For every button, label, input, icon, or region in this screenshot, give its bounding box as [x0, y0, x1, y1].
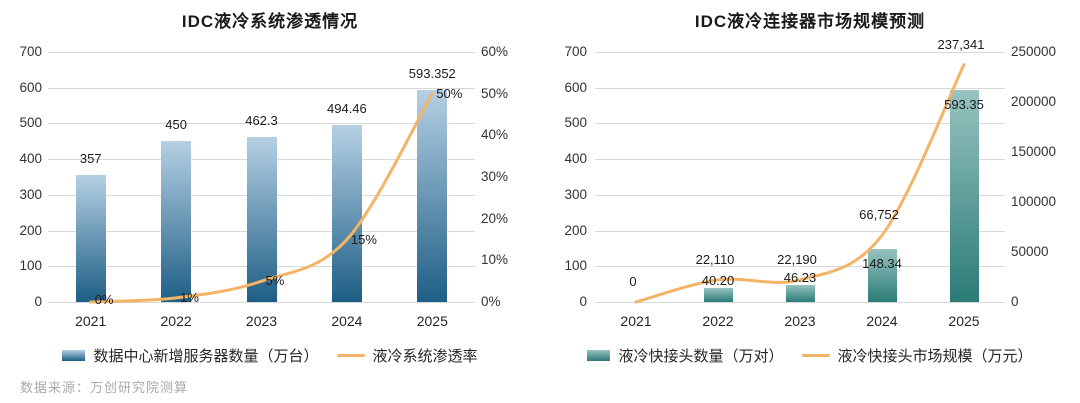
primary-axis-tick-label: 500 [564, 115, 587, 131]
source-note: 数据来源：万创研究院测算 [20, 380, 189, 395]
chart-title: IDC液冷系统渗透情况 [181, 12, 359, 31]
bar-value-label: 593.35 [944, 97, 984, 113]
primary-axis-tick-label: 100 [564, 258, 587, 274]
secondary-axis-tick-label: 150000 [1011, 144, 1057, 159]
gridline [595, 230, 1005, 232]
primary-axis-tick-label: 400 [19, 151, 42, 167]
legend-bar-swatch [587, 349, 611, 361]
x-axis-label-2023: 2023 [784, 313, 816, 329]
secondary-axis-tick-label: 0% [481, 294, 501, 309]
secondary-axis-tick-label: 0 [1011, 294, 1019, 309]
secondary-axis-tick-label: 20% [481, 210, 509, 226]
secondary-axis-tick-label: 200000 [1011, 94, 1057, 109]
primary-axis-tick-label: 600 [19, 79, 42, 95]
bar-value-label: 450 [165, 117, 187, 133]
trend-line-layer [634, 63, 966, 304]
x-axis-label-2021: 2021 [620, 313, 652, 329]
legend: 液冷快接头数量（万对） 液冷快接头市场规模（万元） [540, 345, 1080, 365]
line-value-label: 5% [265, 273, 285, 289]
gridline [595, 194, 1005, 196]
bar-value-label: 494.46 [327, 101, 367, 117]
legend-bar-swatch [62, 349, 86, 361]
legend-bar-series-label: 液冷快接头数量（万对） [618, 347, 784, 365]
primary-axis-tick-label: 200 [564, 222, 587, 238]
primary-axis-tick-label: 300 [19, 186, 42, 202]
line-value-label: 22,190 [777, 251, 817, 267]
chart-panel-penetration: IDC液冷系统渗透情况 数据中心新增服务器数量（万台） 液冷系统渗透率 700 6… [0, 12, 540, 365]
gridline [48, 87, 475, 89]
bar-2021 [75, 174, 106, 302]
bar-2023 [785, 285, 815, 302]
x-axis-label-2024: 2024 [331, 313, 363, 329]
secondary-axis-tick-label: 40% [481, 127, 509, 143]
secondary-axis-tick-label: 50000 [1011, 244, 1049, 259]
chart-panel-market-forecast: IDC液冷连接器市场规模预测 液冷快接头数量（万对） 液冷快接头市场规模（万元）… [540, 0, 1080, 403]
legend-line-series-label: 液冷系统渗透率 [372, 347, 478, 365]
primary-axis-tick-label: 600 [564, 79, 587, 95]
primary-axis-tick-label: 500 [19, 115, 42, 131]
line-value-label: 237,341 [937, 36, 985, 52]
legend-line-swatch [336, 353, 365, 357]
primary-axis-tick-label: 300 [564, 186, 587, 202]
secondary-axis-tick-label: 60% [481, 44, 509, 59]
primary-axis-tick-label: 100 [19, 258, 42, 274]
line-value-label: 0 [629, 274, 637, 289]
gridline [595, 159, 1005, 161]
primary-axis-tick-label: 700 [19, 44, 42, 59]
bar-value-label: 148.34 [862, 256, 902, 272]
primary-axis-tick-label: 0 [34, 294, 42, 309]
primary-axis-tick-label: 0 [579, 294, 587, 309]
gridline [595, 123, 1005, 125]
bar-value-label: 593.352 [408, 66, 456, 82]
x-axis-label-2024: 2024 [866, 313, 898, 329]
bar-value-label: 40.20 [701, 272, 735, 288]
primary-axis-tick-label: 400 [564, 151, 587, 167]
secondary-axis-tick-label: 250000 [1011, 44, 1057, 59]
legend-line-swatch [801, 353, 830, 357]
x-axis-label-2021: 2021 [75, 313, 107, 329]
bar-2022 [703, 287, 733, 302]
x-axis-label-2023: 2023 [245, 313, 278, 329]
x-axis-label-2025: 2025 [948, 313, 980, 329]
bar-value-label: 46.23 [783, 270, 817, 286]
gridline [595, 302, 1005, 303]
chart-title: IDC液冷连接器市场规模预测 [694, 12, 926, 31]
gridline [595, 87, 1005, 89]
line-value-label: 0% [94, 292, 114, 307]
line-value-label: 22,110 [695, 251, 735, 267]
x-axis-label-2022: 2022 [160, 313, 192, 329]
bar-2025 [417, 90, 448, 302]
secondary-axis-tick-label: 50% [481, 85, 509, 101]
bar-value-label: 462.3 [245, 112, 278, 128]
x-axis-label-2022: 2022 [702, 313, 734, 329]
line-value-label: 50% [436, 85, 463, 101]
bar-value-label: 357 [79, 150, 102, 166]
bar-2025 [949, 90, 979, 302]
gridline [595, 52, 1005, 53]
primary-axis-tick-label: 200 [19, 222, 42, 238]
primary-axis-tick-label: 700 [564, 44, 587, 59]
bar-2022 [161, 141, 192, 302]
line-value-label: 66,752 [859, 207, 899, 223]
gridline [48, 52, 475, 53]
line-value-label: 1% [180, 289, 199, 305]
x-axis-label-2025: 2025 [416, 313, 448, 329]
legend: 数据中心新增服务器数量（万台） 液冷系统渗透率 [0, 345, 540, 365]
bar-2024 [331, 125, 362, 302]
secondary-axis-tick-label: 30% [481, 169, 509, 184]
line-value-label: 15% [350, 231, 377, 247]
secondary-axis-tick-label: 10% [481, 252, 509, 268]
legend-bar-series-label: 数据中心新增服务器数量（万台） [93, 347, 319, 365]
secondary-axis-tick-label: 100000 [1011, 194, 1057, 209]
legend-line-series-label: 液冷快接头市场规模（万元） [837, 347, 1033, 365]
